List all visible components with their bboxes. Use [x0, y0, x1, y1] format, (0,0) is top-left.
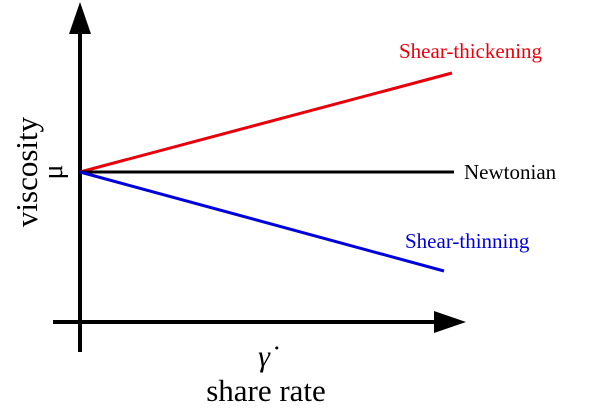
- y-axis-label: viscosity: [9, 116, 44, 227]
- y-axis-arrowhead: [69, 2, 91, 34]
- shear-thinning-label: Shear-thinning: [405, 229, 530, 253]
- shear-thickening-label: Shear-thickening: [399, 39, 543, 63]
- shear-thickening-line: [79, 71, 453, 174]
- x-axis-arrowhead: [434, 311, 466, 333]
- newtonian-label: Newtonian: [464, 160, 557, 184]
- shear-thinning-line: [79, 170, 445, 273]
- x-axis-label: share rate: [206, 373, 326, 408]
- x-axis-symbol: γ̇: [258, 340, 279, 373]
- y-axis-symbol: μ: [38, 164, 69, 179]
